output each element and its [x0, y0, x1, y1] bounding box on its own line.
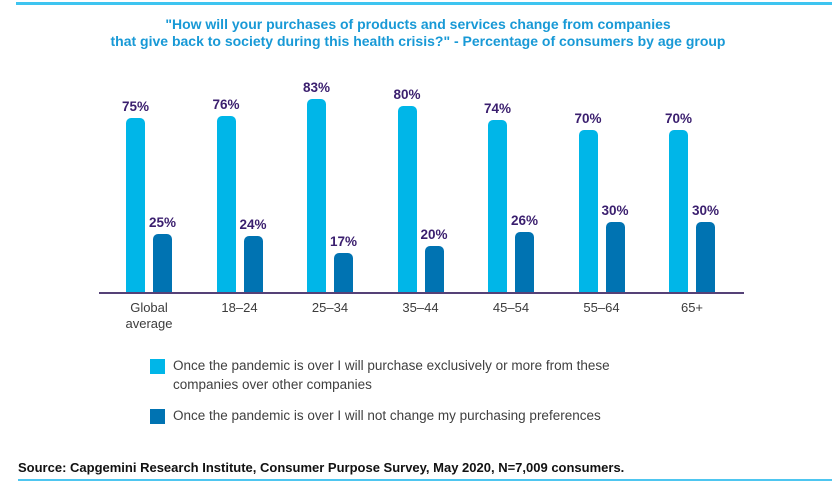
bar-purchase-more-1: [126, 118, 145, 292]
bar-value-label: 30%: [691, 203, 720, 218]
bar-value-label: 17%: [329, 234, 358, 249]
bottom-divider-rule: [18, 479, 832, 481]
bar-value-label: 83%: [302, 80, 331, 95]
bar-no-change-1: [153, 234, 172, 292]
bar-no-change-2: [243, 236, 263, 292]
bar-value-label: 26%: [510, 213, 539, 228]
bar-value-label: 20%: [420, 227, 448, 242]
source-attribution: Source: Capgemini Research Institute, Co…: [18, 460, 625, 475]
bar-value-label: 24%: [239, 217, 267, 232]
bar-purchase-more-2: [216, 116, 236, 292]
bar-no-change-3: [334, 253, 353, 292]
legend-item-no-change: Once the pandemic is over I will not cha…: [150, 406, 670, 425]
legend-swatch-light-blue: [150, 359, 165, 374]
bar-value-label: 74%: [483, 101, 512, 116]
legend-item-purchase-more: Once the pandemic is over I will purchas…: [150, 356, 670, 394]
bar-purchase-more-5: [488, 120, 507, 292]
bar-value-label: 70%: [664, 111, 693, 126]
bar-purchase-more-6: [578, 130, 598, 292]
legend-swatch-dark-blue: [150, 409, 165, 424]
bar-no-change-5: [515, 232, 534, 292]
legend-label: Once the pandemic is over I will purchas…: [173, 358, 610, 392]
bar-value-label: 80%: [393, 87, 421, 102]
bar-purchase-more-3: [307, 99, 326, 292]
bar-value-label: 76%: [212, 97, 240, 112]
plot-area: 75% 25% 76% 24% 83% 17% 80% 20% 74% 26% 70% 30% 70% 3…: [99, 80, 744, 294]
bar-no-change-4: [424, 246, 444, 292]
x-axis-label-1: Global average: [125, 300, 173, 331]
bar-value-label: 25%: [148, 215, 177, 230]
bar-no-change-7: [696, 222, 715, 292]
top-divider-rule: [16, 2, 832, 5]
bar-value-label: 30%: [601, 203, 629, 218]
bar-no-change-6: [605, 222, 625, 292]
x-axis-label-5: 45–54: [492, 300, 530, 315]
chart-title: "How will your purchases of products and…: [0, 16, 836, 50]
x-axis-label-2: 18–24: [221, 300, 258, 315]
bar-value-label: 70%: [574, 111, 602, 126]
chart-title-line1: "How will your purchases of products and…: [165, 16, 671, 32]
x-axis-label-4: 35–44: [402, 300, 439, 315]
x-axis-label-7: 65+: [680, 300, 704, 315]
bar-value-label: 75%: [121, 99, 150, 114]
x-axis-label-6: 55–64: [583, 300, 620, 315]
bar-purchase-more-4: [397, 106, 417, 292]
chart-title-line2: that give back to society during this he…: [110, 33, 726, 49]
legend-label: Once the pandemic is over I will not cha…: [173, 408, 601, 423]
bar-purchase-more-7: [669, 130, 688, 292]
x-axis-label-3: 25–34: [311, 300, 349, 315]
